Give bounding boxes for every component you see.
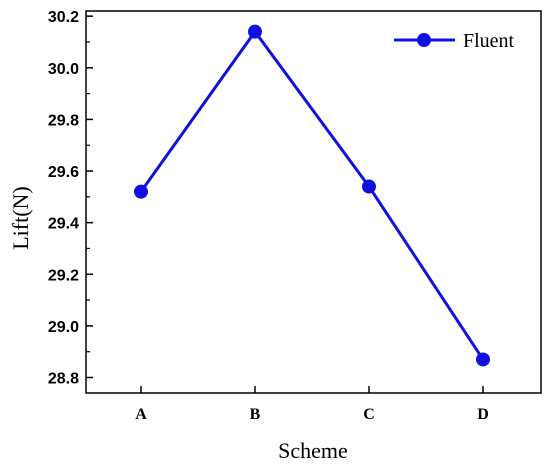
y-tick-label: 29.2 bbox=[48, 267, 79, 284]
plot-frame bbox=[85, 10, 542, 394]
y-tick-label: 29.4 bbox=[48, 216, 79, 233]
x-axis-ticks: A B C D bbox=[135, 386, 489, 423]
legend-marker-fluent bbox=[417, 33, 431, 47]
y-tick-label: 29.6 bbox=[48, 164, 79, 181]
y-tick-label: 30.2 bbox=[48, 9, 79, 26]
data-point bbox=[362, 179, 376, 194]
y-axis-label: Lift(N) bbox=[8, 186, 33, 250]
y-tick-label: 28.8 bbox=[48, 371, 79, 388]
y-tick-label: 30.0 bbox=[48, 61, 79, 78]
y-tick-label: 29.8 bbox=[48, 112, 79, 129]
legend-label-fluent: Fluent bbox=[463, 30, 515, 52]
data-point bbox=[476, 352, 490, 367]
legend: Fluent bbox=[394, 30, 515, 52]
series-line bbox=[139, 30, 485, 361]
x-tick-label: B bbox=[250, 406, 261, 423]
x-axis-label: Scheme bbox=[278, 438, 348, 463]
data-point bbox=[134, 184, 148, 199]
x-tick-label: D bbox=[477, 406, 489, 423]
y-tick-label: 29.0 bbox=[48, 319, 79, 336]
y-axis-ticks: 28.8 29.0 29.2 29.4 29.6 29.8 30.0 30.2 bbox=[48, 9, 93, 388]
x-tick-label: C bbox=[363, 406, 375, 423]
x-tick-label: A bbox=[135, 406, 147, 423]
series-fluent bbox=[134, 24, 490, 367]
data-point bbox=[248, 24, 262, 39]
